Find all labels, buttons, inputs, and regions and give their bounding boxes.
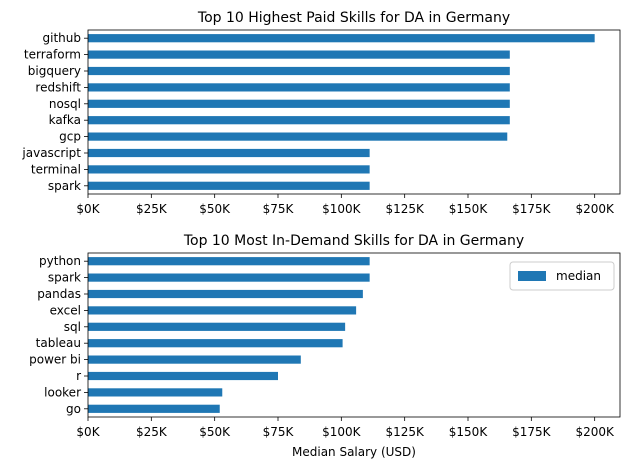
bottom-chart-category-label: python <box>39 254 81 268</box>
bottom-chart-category-label: power bi <box>29 353 81 367</box>
top-chart-category-label: terminal <box>31 162 81 176</box>
bottom-chart-category-label: r <box>76 369 81 383</box>
top-chart-bar <box>88 66 510 76</box>
bottom-chart-bar <box>88 355 301 364</box>
bottom-chart-xtick-label: $125K <box>385 425 425 439</box>
bottom-chart-legend-swatch <box>518 271 546 281</box>
top-chart-bar <box>88 148 370 158</box>
bottom-chart-category-label: go <box>66 402 81 416</box>
top-chart-bar <box>88 116 510 125</box>
bottom-chart-bar <box>88 339 343 348</box>
bottom-chart-bar <box>88 322 346 331</box>
top-chart-category-label: spark <box>48 179 81 193</box>
top-chart-category-label: bigquery <box>28 64 81 78</box>
bottom-chart-xlabel: Median Salary (USD) <box>292 445 416 459</box>
bottom-chart-legend-label: median <box>556 269 601 283</box>
bottom-chart-xtick-label: $75K <box>263 425 295 439</box>
bottom-chart-category-label: tableau <box>36 336 81 350</box>
top-chart-xtick-label: $150K <box>449 202 489 216</box>
top-chart-bar <box>88 83 510 92</box>
top-chart-bar <box>88 132 508 141</box>
bottom-chart-bar <box>88 289 363 299</box>
top-chart-category-label: javascript <box>21 146 81 160</box>
bottom-chart-category-label: looker <box>44 385 81 399</box>
bottom-chart-panel: Top 10 Most In-Demand Skills for DA in G… <box>29 233 621 459</box>
top-chart-category-label: gcp <box>59 130 81 144</box>
top-chart-xtick-label: $0K <box>76 202 100 216</box>
bottom-chart-bar <box>88 371 278 381</box>
top-chart-category-label: github <box>43 31 81 45</box>
bottom-chart-category-label: sql <box>64 320 81 334</box>
top-chart-xtick-label: $75K <box>263 202 295 216</box>
top-chart-bar <box>88 99 510 108</box>
top-chart-xtick-label: $50K <box>199 202 231 216</box>
bottom-chart-bar <box>88 404 220 413</box>
bottom-chart-bar <box>88 388 223 397</box>
bottom-chart-legend: median <box>509 261 615 291</box>
top-chart-bar <box>88 165 370 174</box>
top-chart-bar <box>88 50 510 59</box>
top-chart-xtick-label: $25K <box>136 202 168 216</box>
bottom-chart-xtick-label: $0K <box>76 425 100 439</box>
bottom-chart-xtick-label: $50K <box>199 425 231 439</box>
top-chart-category-label: nosql <box>49 97 81 111</box>
bottom-chart-bar <box>88 257 370 266</box>
top-chart-category-label: terraform <box>24 48 81 62</box>
bottom-chart-category-label: pandas <box>37 287 81 301</box>
top-chart-bar <box>88 181 370 190</box>
top-chart-axes-frame <box>87 29 621 195</box>
top-chart-bar <box>88 34 595 43</box>
bottom-chart-category-label: excel <box>50 303 81 317</box>
top-chart-category-label: kafka <box>49 113 81 127</box>
top-chart-xtick-label: $200K <box>575 202 615 216</box>
top-chart-xtick-label: $100K <box>322 202 362 216</box>
bottom-chart-title: Top 10 Most In-Demand Skills for DA in G… <box>183 233 524 249</box>
bottom-chart-bar <box>88 273 370 282</box>
top-chart-category-label: redshift <box>35 80 81 94</box>
bottom-chart-bar <box>88 306 357 315</box>
bottom-chart-xtick-label: $150K <box>449 425 489 439</box>
bottom-chart-axes-frame <box>87 252 621 418</box>
top-chart-title: Top 10 Highest Paid Skills for DA in Ger… <box>197 10 510 26</box>
top-chart-xtick-label: $175K <box>512 202 552 216</box>
bottom-chart-xtick-label: $200K <box>575 425 615 439</box>
top-chart-panel: Top 10 Highest Paid Skills for DA in Ger… <box>21 10 621 216</box>
top-chart-xtick-label: $125K <box>385 202 425 216</box>
bottom-chart-xtick-label: $25K <box>136 425 168 439</box>
bottom-chart-xtick-label: $100K <box>322 425 362 439</box>
bottom-chart-category-label: spark <box>48 271 81 285</box>
bottom-chart-legend-box <box>509 261 615 291</box>
bottom-chart-xtick-label: $175K <box>512 425 552 439</box>
